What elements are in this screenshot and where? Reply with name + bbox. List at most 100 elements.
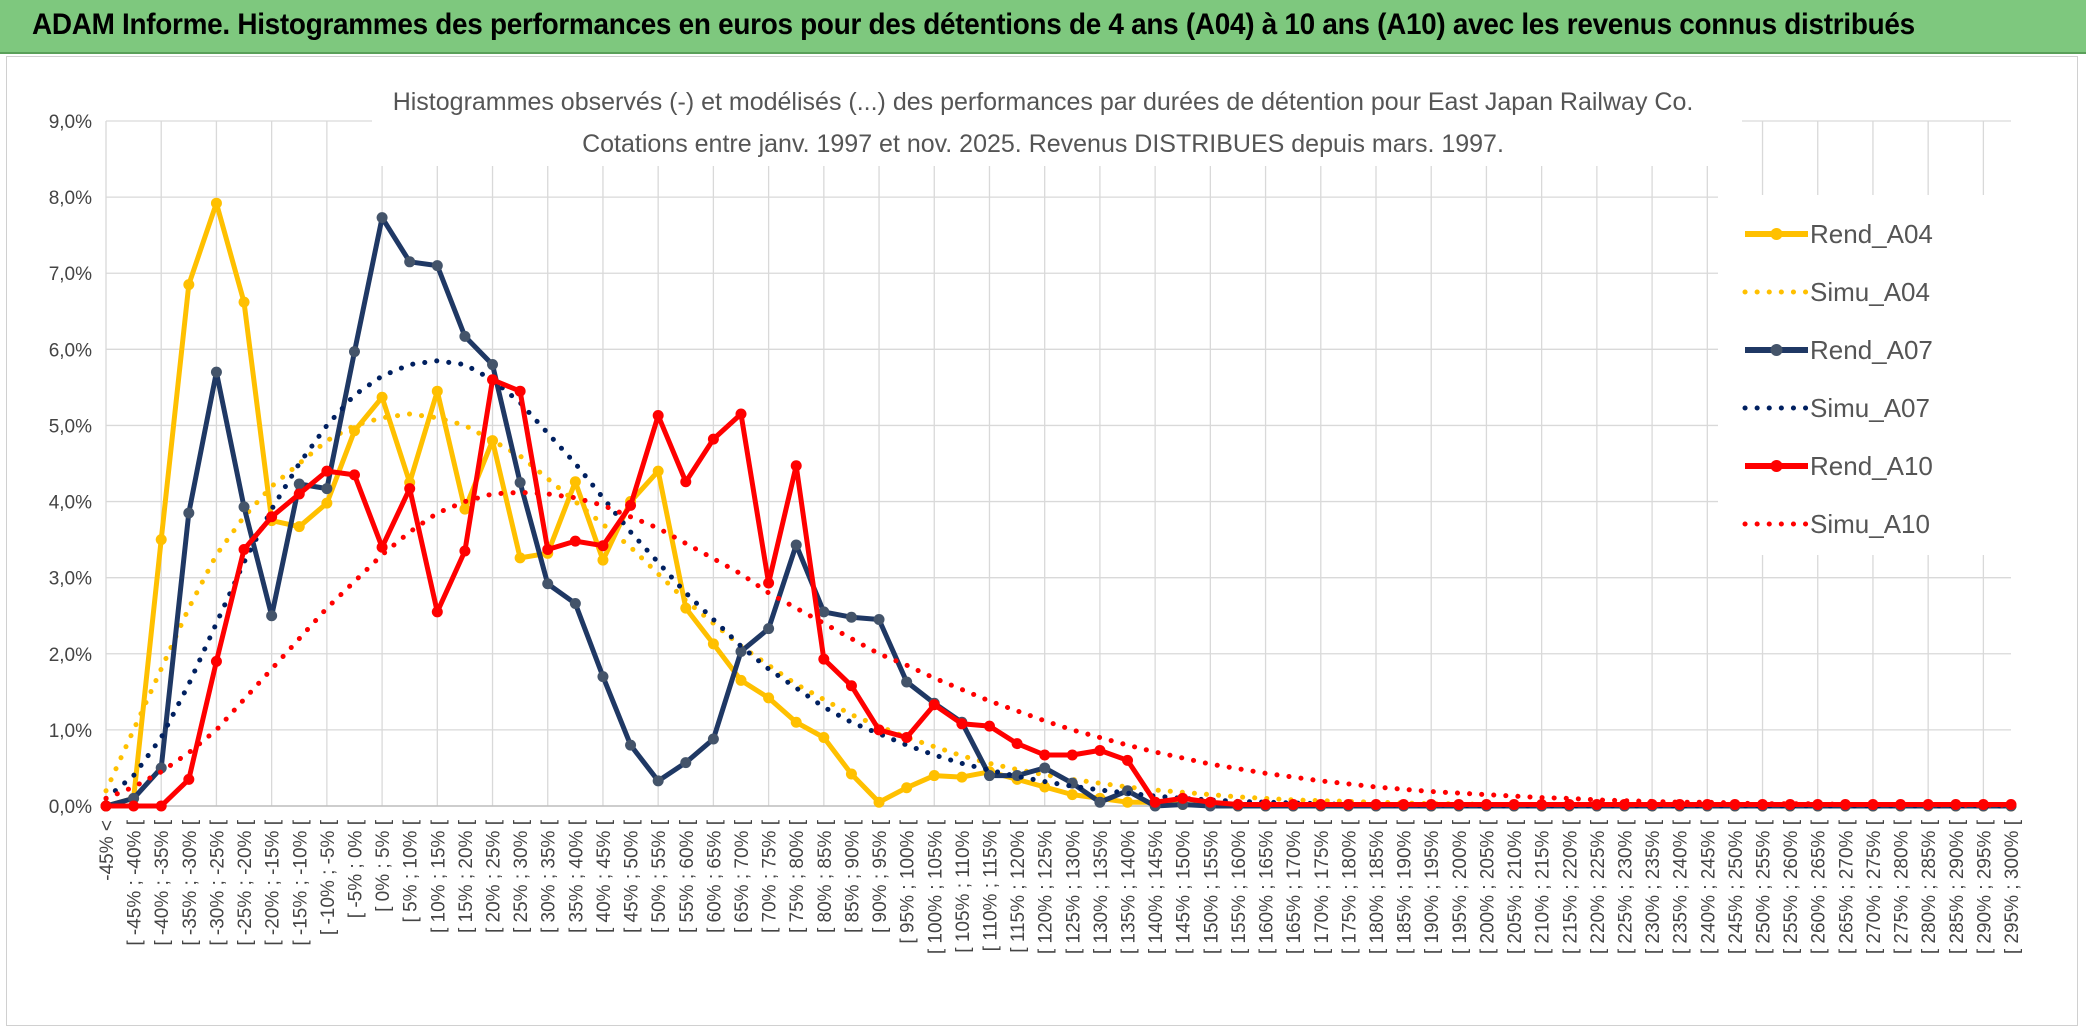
data-point — [487, 374, 499, 386]
legend-item-Simu_A04: Simu_A04 — [1742, 277, 1930, 307]
data-point — [790, 460, 802, 472]
data-point — [707, 733, 719, 745]
data-point — [707, 638, 719, 650]
x-tick-label: [ 25% ; 30% [ — [511, 819, 532, 933]
data-point — [763, 692, 775, 704]
x-tick-label: [ 220% ; 225% [ — [1588, 819, 1609, 954]
data-point — [210, 366, 222, 378]
data-point — [183, 279, 195, 291]
legend-item-Rend_A04: Rend_A04 — [1745, 219, 1933, 249]
data-point — [1149, 796, 1161, 808]
x-tick-label: [ -20% ; -15% [ — [263, 819, 284, 945]
x-tick-label: [ 160% ; 165% [ — [1257, 819, 1278, 954]
x-tick-label: [ 215% ; 220% [ — [1560, 819, 1581, 954]
data-point — [514, 385, 526, 397]
data-point — [1591, 798, 1603, 810]
data-point — [155, 800, 167, 812]
data-point — [487, 359, 499, 371]
data-point — [321, 465, 333, 477]
x-tick-label: [ 275% ; 280% [ — [1892, 819, 1913, 954]
x-tick-label: [ 0% ; 5% [ — [373, 819, 394, 912]
data-point — [1122, 796, 1134, 808]
x-tick-label: [ 15% ; 20% [ — [456, 819, 477, 933]
x-tick-label: [ 170% ; 175% [ — [1312, 819, 1333, 954]
x-tick-label: [ 35% ; 40% [ — [566, 819, 587, 933]
x-tick-label: [ -45% ; -40% [ — [125, 819, 146, 945]
data-point — [1260, 798, 1272, 810]
y-tick-label: 6,0% — [49, 340, 92, 361]
data-point — [569, 598, 581, 610]
data-point — [707, 433, 719, 445]
data-point — [625, 739, 637, 751]
data-point — [542, 578, 554, 590]
x-tick-label: [ 240% ; 245% [ — [1698, 819, 1719, 954]
data-point — [1370, 798, 1382, 810]
data-point — [155, 534, 167, 546]
x-tick-label: [ 120% ; 125% [ — [1036, 819, 1057, 954]
data-point — [376, 212, 388, 224]
chart-frame — [6, 56, 2078, 1026]
x-tick-label: [ 280% ; 285% [ — [1919, 819, 1940, 954]
x-tick-label: [ 190% ; 195% [ — [1422, 819, 1443, 954]
x-tick-label: [ 230% ; 235% [ — [1643, 819, 1664, 954]
x-tick-label: [ 225% ; 230% [ — [1615, 819, 1636, 954]
data-point — [238, 296, 250, 308]
x-tick-label: [ -40% ; -35% [ — [152, 819, 173, 945]
data-point — [845, 768, 857, 780]
data-point — [680, 602, 692, 614]
data-point — [901, 676, 913, 688]
data-point — [763, 577, 775, 589]
data-point — [321, 483, 333, 495]
x-tick-label: [ 10% ; 15% [ — [428, 819, 449, 933]
data-point — [1315, 798, 1327, 810]
data-point — [266, 610, 278, 622]
x-tick-label: [ 130% ; 135% [ — [1091, 819, 1112, 954]
y-tick-label: 0,0% — [49, 797, 92, 818]
y-tick-label: 8,0% — [49, 188, 92, 209]
series-line-Rend_A10 — [106, 377, 2011, 809]
axes: 0,0% 1,0% 2,0% 3,0% 4,0% 5,0% 6,0% 7,0% 8,0% 9,0%… — [49, 112, 2023, 954]
data-point — [625, 499, 637, 511]
report-banner: ADAM Informe. Histogrammes des performan… — [0, 0, 2086, 54]
data-point — [1011, 738, 1023, 750]
data-point — [459, 545, 471, 557]
x-tick-label: [ -35% ; -30% [ — [180, 819, 201, 945]
y-tick-label: 2,0% — [49, 645, 92, 666]
x-tick-label: [ -5% ; 0% [ — [345, 819, 366, 918]
legend-item-Simu_A07: Simu_A07 — [1742, 393, 1930, 423]
data-point — [873, 614, 885, 626]
chart-title: Histogrammes observés (-) et modélisés (… — [393, 88, 1694, 116]
y-tick-label: 7,0% — [49, 264, 92, 285]
legend-marker — [1770, 228, 1783, 240]
data-point — [597, 540, 609, 552]
x-tick-label: [ 290% ; 295% [ — [1974, 819, 1995, 954]
data-point — [597, 554, 609, 566]
data-point — [1287, 798, 1299, 810]
series-Simu_A04 — [103, 411, 2014, 809]
data-point — [542, 544, 554, 556]
x-tick-label: [ 265% ; 270% [ — [1836, 819, 1857, 954]
x-tick-label: [ 250% ; 255% [ — [1754, 819, 1775, 954]
x-tick-label: [ -10% ; -5% [ — [318, 819, 339, 935]
x-tick-label: [ 55% ; 60% [ — [677, 819, 698, 933]
x-tick-label: [ 65% ; 70% [ — [732, 819, 753, 933]
data-point — [348, 346, 360, 358]
data-point — [238, 501, 250, 513]
data-point — [183, 507, 195, 519]
data-point — [790, 716, 802, 728]
data-point — [210, 655, 222, 667]
x-tick-label: [ 235% ; 240% [ — [1671, 819, 1692, 954]
data-point — [293, 521, 305, 533]
data-point — [901, 732, 913, 743]
x-tick-label: [ 40% ; 45% [ — [594, 819, 615, 933]
x-tick-label: [ 135% ; 140% [ — [1119, 819, 1140, 954]
x-tick-label: [ 140% ; 145% [ — [1146, 819, 1167, 954]
data-point — [293, 488, 305, 500]
series-Rend_A10 — [100, 374, 2017, 812]
data-point — [1867, 798, 1879, 810]
data-point — [956, 771, 968, 783]
legend-label: Rend_A10 — [1810, 451, 1933, 481]
data-point — [210, 197, 222, 209]
legend-label: Rend_A07 — [1810, 335, 1933, 365]
